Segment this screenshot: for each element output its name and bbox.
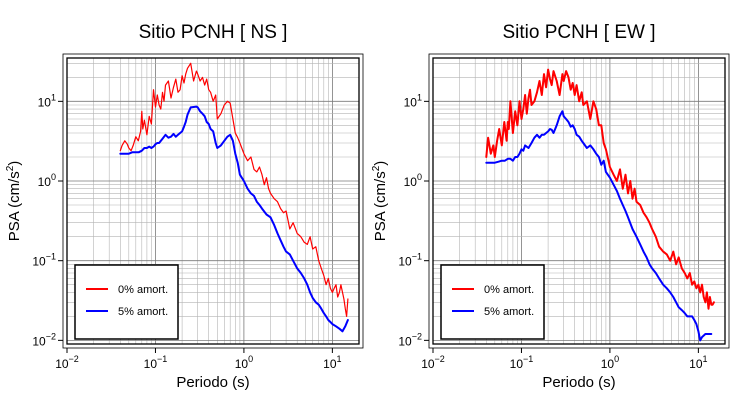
x-tick-exponent: −2	[435, 354, 445, 364]
y-axis-label-superscript: 2	[371, 165, 382, 171]
y-tick-exponent: −1	[412, 252, 422, 262]
plot-frame-outer	[62, 53, 364, 349]
series-line-1	[485, 110, 713, 342]
y-axis-label: PSA (cm/s2)	[371, 161, 389, 242]
x-tick-base: 10	[235, 357, 249, 371]
x-tick-base: 10	[144, 357, 158, 371]
legend-label-1: 5% amort.	[484, 306, 534, 318]
y-tick-base: 10	[38, 175, 52, 189]
legend-box	[74, 264, 179, 340]
x-tick-label: 10−2	[55, 354, 79, 371]
x-tick-base: 10	[689, 357, 703, 371]
legend-label-1: 5% amort.	[118, 306, 168, 318]
y-tick-label: 100	[38, 172, 56, 189]
y-axis-label-tail: )	[372, 161, 389, 166]
x-tick-base: 10	[421, 357, 435, 371]
y-axis-label: PSA (cm/s2)	[5, 161, 23, 242]
x-tick-exponent: −2	[69, 354, 79, 364]
legend: 0% amort. 5% amort.	[74, 264, 179, 340]
x-tick-label: 100	[235, 354, 253, 371]
legend-label-0: 0% amort.	[484, 284, 534, 296]
y-tick-base: 10	[404, 95, 418, 109]
y-tick-label: 10−2	[398, 331, 422, 348]
y-tick-base: 10	[32, 334, 46, 348]
x-tick-base: 10	[323, 357, 337, 371]
y-tick-label: 100	[404, 172, 422, 189]
y-axis-label-superscript: 2	[5, 165, 16, 171]
plot-frame	[66, 57, 360, 345]
x-tick-exponent: 0	[614, 354, 619, 364]
chart-title: Sitio PCNH [ NS ]	[139, 22, 288, 43]
x-axis-label: Periodo (s)	[542, 374, 615, 391]
plot-frame-outer	[428, 53, 730, 349]
x-axis-label: Periodo (s)	[176, 374, 249, 391]
y-tick-exponent: −1	[46, 252, 56, 262]
y-tick-base: 10	[404, 175, 418, 189]
y-tick-exponent: −2	[46, 331, 56, 341]
plot-frame	[432, 57, 726, 345]
x-tick-label: 101	[323, 354, 341, 371]
y-tick-label: 10−2	[32, 331, 56, 348]
y-tick-exponent: 1	[417, 92, 422, 102]
x-tick-exponent: 0	[248, 354, 253, 364]
y-tick-base: 10	[32, 255, 46, 269]
x-tick-base: 10	[601, 357, 615, 371]
legend-box	[440, 264, 545, 340]
x-tick-label: 10−2	[421, 354, 445, 371]
legend: 0% amort. 5% amort.	[440, 264, 545, 340]
y-tick-exponent: −2	[412, 331, 422, 341]
y-tick-label: 101	[38, 92, 56, 109]
series-line-0	[119, 62, 349, 317]
x-tick-label: 100	[601, 354, 619, 371]
x-tick-exponent: −1	[523, 354, 533, 364]
y-tick-label: 10−1	[398, 252, 422, 269]
y-tick-label: 101	[404, 92, 422, 109]
y-tick-exponent: 0	[417, 172, 422, 182]
y-tick-label: 10−1	[32, 252, 56, 269]
y-tick-base: 10	[38, 95, 52, 109]
x-tick-exponent: 1	[337, 354, 342, 364]
x-tick-base: 10	[55, 357, 69, 371]
x-tick-label: 10−1	[510, 354, 534, 371]
y-tick-exponent: 0	[51, 172, 56, 182]
y-tick-base: 10	[398, 334, 412, 348]
series-line-0	[485, 68, 715, 310]
y-tick-base: 10	[398, 255, 412, 269]
y-tick-exponent: 1	[51, 92, 56, 102]
y-axis-label-main: PSA (cm/s	[372, 171, 389, 241]
x-tick-label: 10−1	[144, 354, 168, 371]
y-axis-label-main: PSA (cm/s	[6, 171, 23, 241]
chart-title: Sitio PCNH [ EW ]	[502, 22, 655, 43]
series-line-1	[119, 105, 349, 333]
legend-label-0: 0% amort.	[118, 284, 168, 296]
x-tick-base: 10	[510, 357, 524, 371]
x-tick-exponent: 1	[703, 354, 708, 364]
x-tick-label: 101	[689, 354, 707, 371]
grid	[66, 58, 360, 345]
y-axis-label-tail: )	[6, 161, 23, 166]
x-tick-exponent: −1	[157, 354, 167, 364]
